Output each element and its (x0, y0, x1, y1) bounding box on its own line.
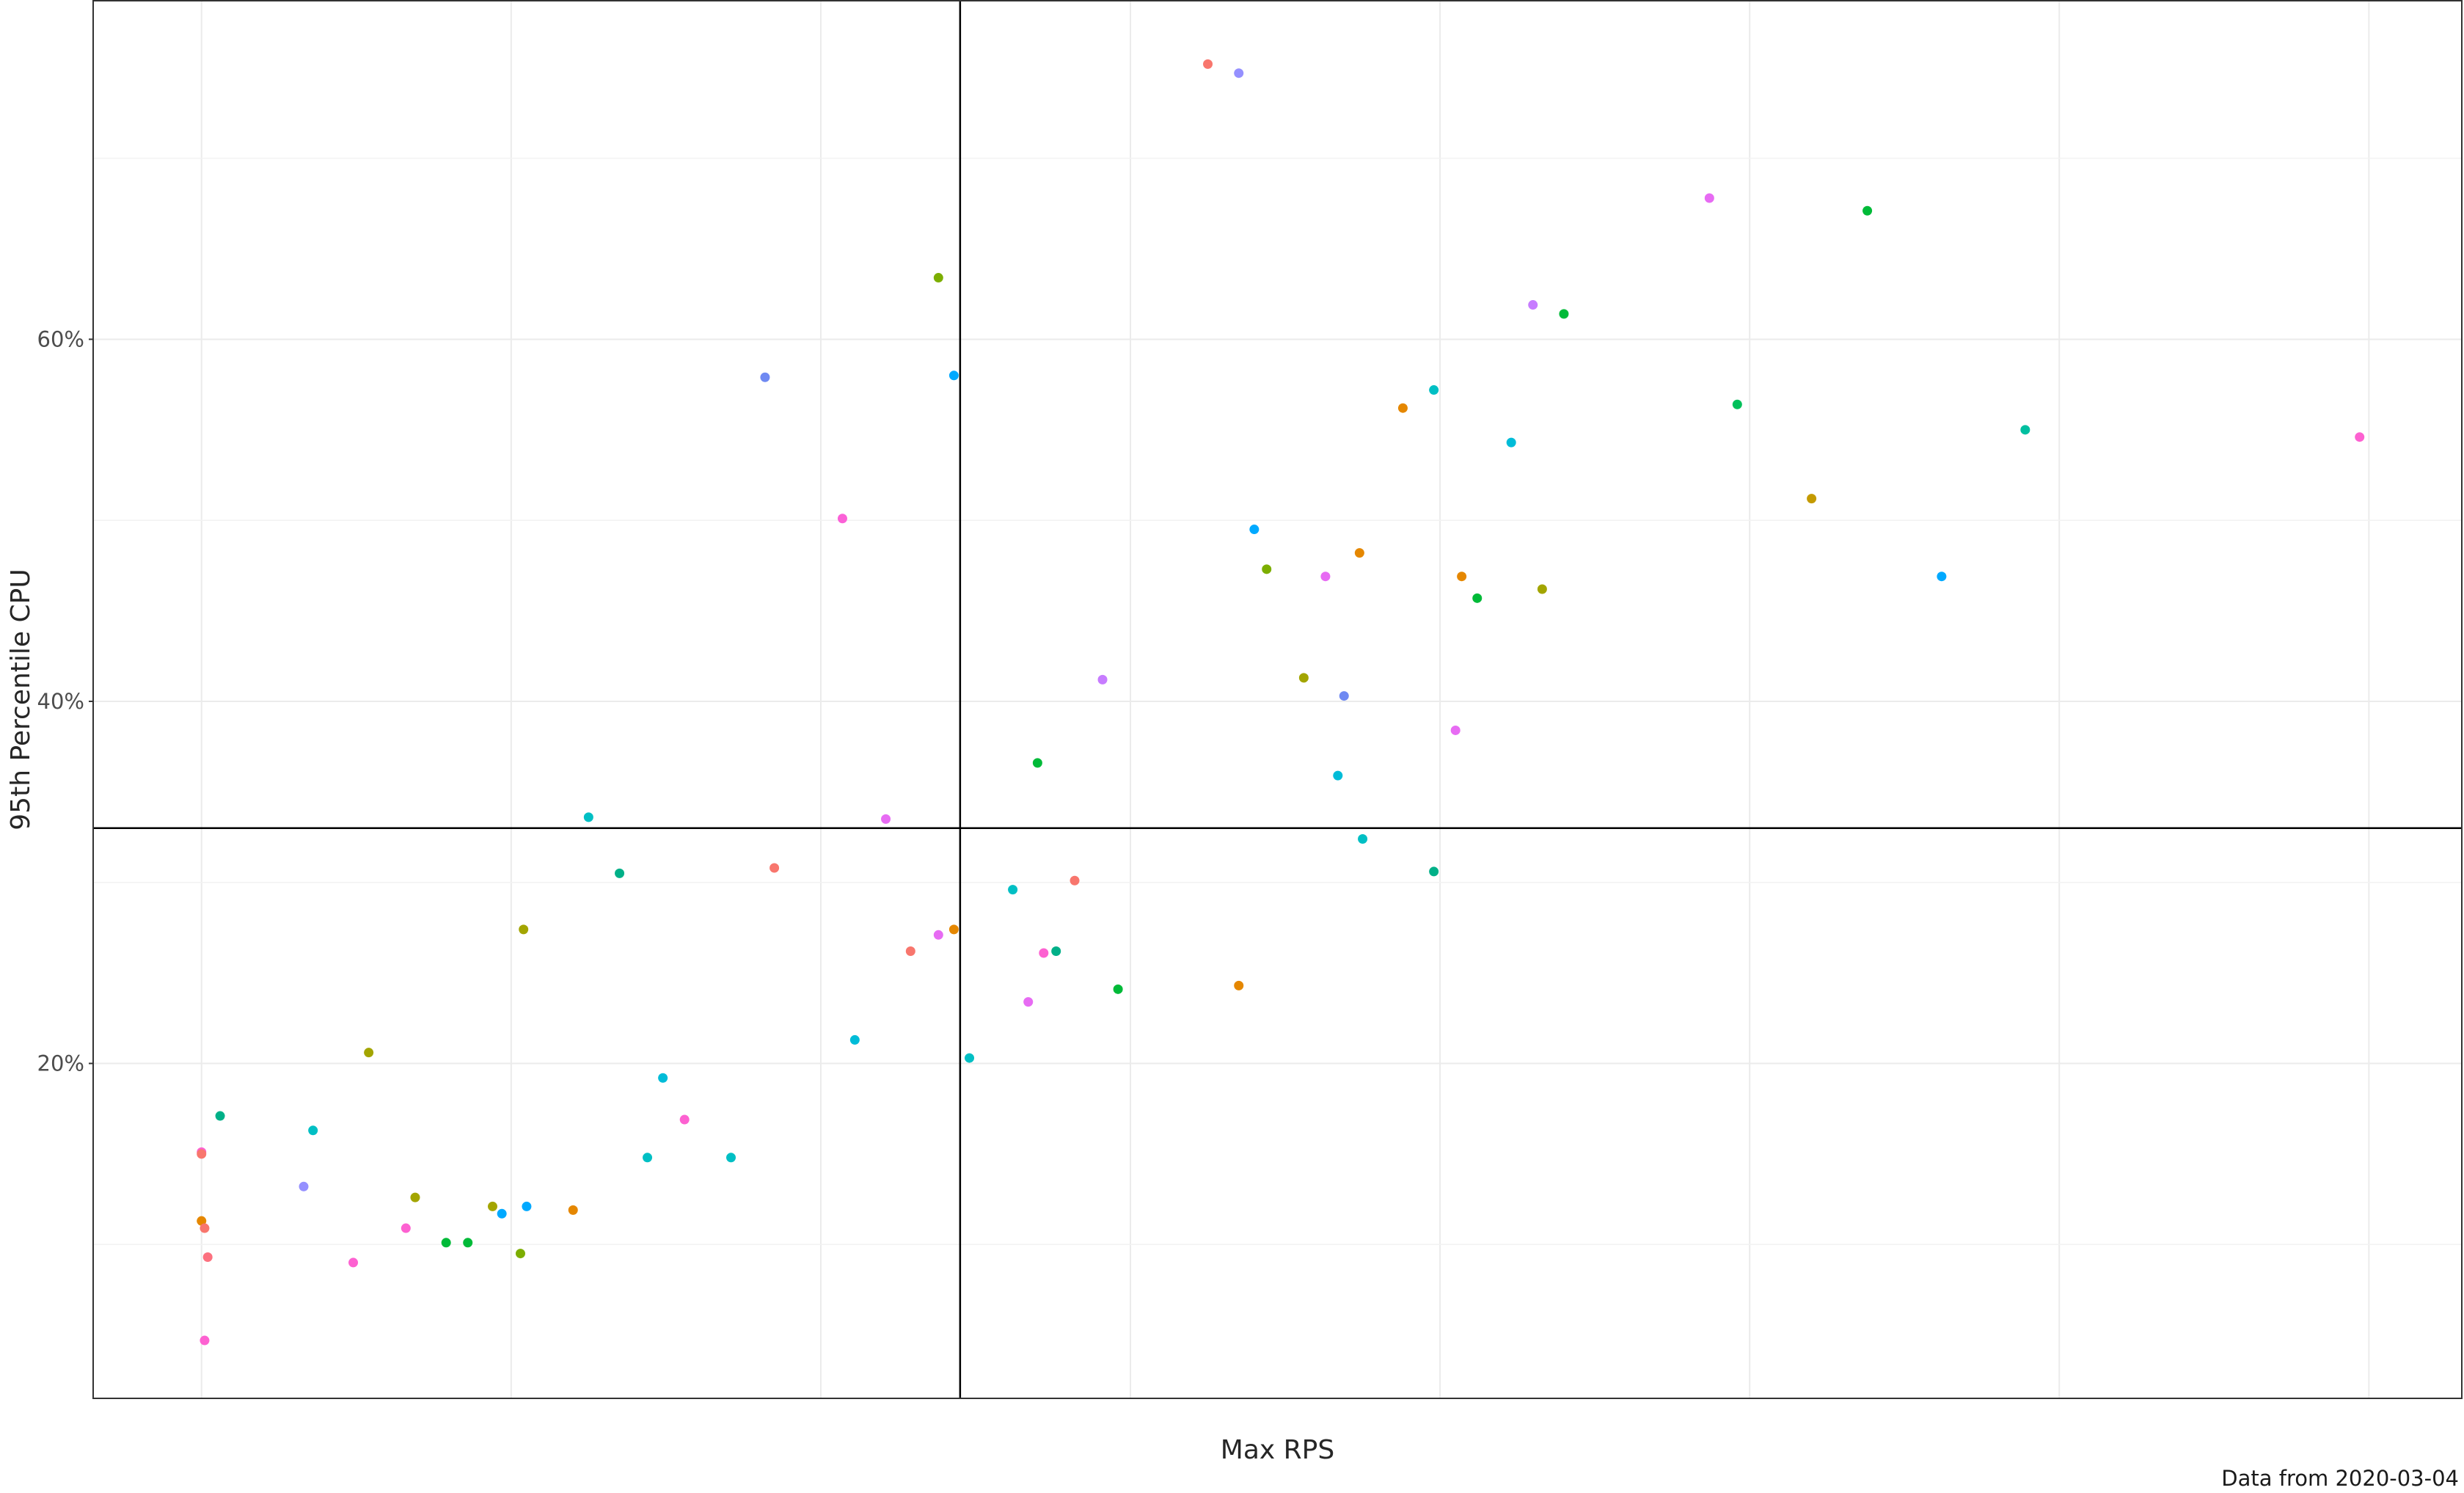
data-point-10 (519, 924, 529, 935)
data-point-20 (726, 1153, 736, 1163)
reference-lines (93, 1, 2462, 1398)
data-point-3 (760, 372, 770, 382)
data-point-24 (197, 1149, 207, 1159)
data-point-61 (1023, 997, 1034, 1007)
data-point-16 (364, 1048, 374, 1058)
data-point-28 (497, 1208, 507, 1219)
data-point-36 (200, 1223, 210, 1233)
y-tick-label-1: 40% (37, 689, 84, 714)
data-point-39 (200, 1335, 210, 1346)
chart-caption: Data from 2020-03-04 (2221, 1466, 2459, 1491)
data-point-19 (643, 1153, 653, 1163)
y-axis-tick-labels: 20% 40% 60% (37, 326, 93, 1076)
data-point-43 (1262, 564, 1272, 574)
data-point-1 (1234, 68, 1244, 79)
data-point-12 (933, 930, 943, 940)
data-point-72 (2020, 425, 2030, 435)
data-point-59 (1559, 309, 1569, 319)
data-point-7 (583, 812, 593, 822)
data-point-21 (215, 1111, 225, 1121)
y-tick-label-0: 20% (37, 1051, 84, 1076)
data-point-33 (463, 1238, 473, 1248)
x-axis-title: Max RPS (1221, 1435, 1334, 1465)
data-point-17 (658, 1073, 668, 1083)
data-point-66 (1234, 980, 1244, 990)
data-point-37 (202, 1252, 213, 1263)
data-point-5 (837, 514, 847, 524)
y-tick-label-2: 60% (37, 326, 84, 351)
data-point-11 (905, 946, 915, 956)
data-point-63 (1051, 946, 1061, 956)
data-point-22 (308, 1125, 318, 1136)
data-point-69 (1732, 399, 1742, 409)
data-point-71 (1937, 572, 1947, 582)
data-point-65 (1113, 984, 1123, 994)
data-point-29 (522, 1201, 532, 1211)
panel-border (92, 0, 2463, 1399)
data-point-26 (410, 1192, 420, 1202)
data-points (197, 59, 2365, 1346)
data-point-49 (1358, 834, 1368, 844)
data-point-56 (1506, 437, 1516, 448)
data-point-4 (948, 370, 959, 381)
data-point-15 (965, 1053, 975, 1063)
data-point-30 (568, 1205, 578, 1215)
data-point-70 (1807, 494, 1817, 504)
data-point-6 (881, 814, 891, 824)
data-point-51 (1450, 725, 1461, 735)
y-axis-title: 95th Percentile CPU (6, 569, 36, 830)
data-point-18 (679, 1114, 690, 1125)
data-point-31 (401, 1223, 411, 1233)
data-point-38 (348, 1257, 359, 1268)
data-point-50 (1397, 403, 1408, 413)
data-point-67 (1704, 193, 1714, 203)
data-point-55 (1472, 593, 1483, 603)
data-point-54 (1457, 572, 1467, 582)
data-point-2 (933, 273, 943, 283)
data-point-62 (1039, 948, 1049, 958)
data-point-41 (1097, 674, 1108, 685)
data-point-44 (1298, 673, 1309, 683)
data-point-48 (1333, 770, 1343, 781)
data-point-14 (849, 1034, 860, 1045)
data-point-68 (1862, 205, 1873, 216)
data-point-42 (1249, 525, 1260, 535)
data-point-32 (441, 1238, 451, 1248)
data-point-46 (1354, 548, 1364, 558)
data-point-58 (1537, 584, 1547, 594)
data-point-53 (1429, 866, 1439, 877)
data-point-52 (1429, 385, 1439, 395)
data-point-35 (197, 1216, 207, 1226)
data-point-45 (1320, 572, 1331, 582)
data-point-34 (515, 1249, 525, 1259)
data-point-73 (2355, 432, 2365, 442)
data-point-25 (299, 1181, 309, 1191)
data-point-64 (1070, 875, 1080, 886)
data-point-27 (487, 1201, 497, 1211)
data-point-0 (1203, 59, 1213, 69)
data-point-57 (1528, 300, 1538, 310)
data-point-60 (1008, 885, 1018, 895)
data-point-9 (769, 863, 780, 873)
data-point-47 (1339, 691, 1349, 701)
data-point-40 (1032, 758, 1042, 768)
data-point-13 (948, 924, 959, 935)
gridlines (93, 1, 2462, 1398)
data-point-8 (615, 868, 625, 878)
